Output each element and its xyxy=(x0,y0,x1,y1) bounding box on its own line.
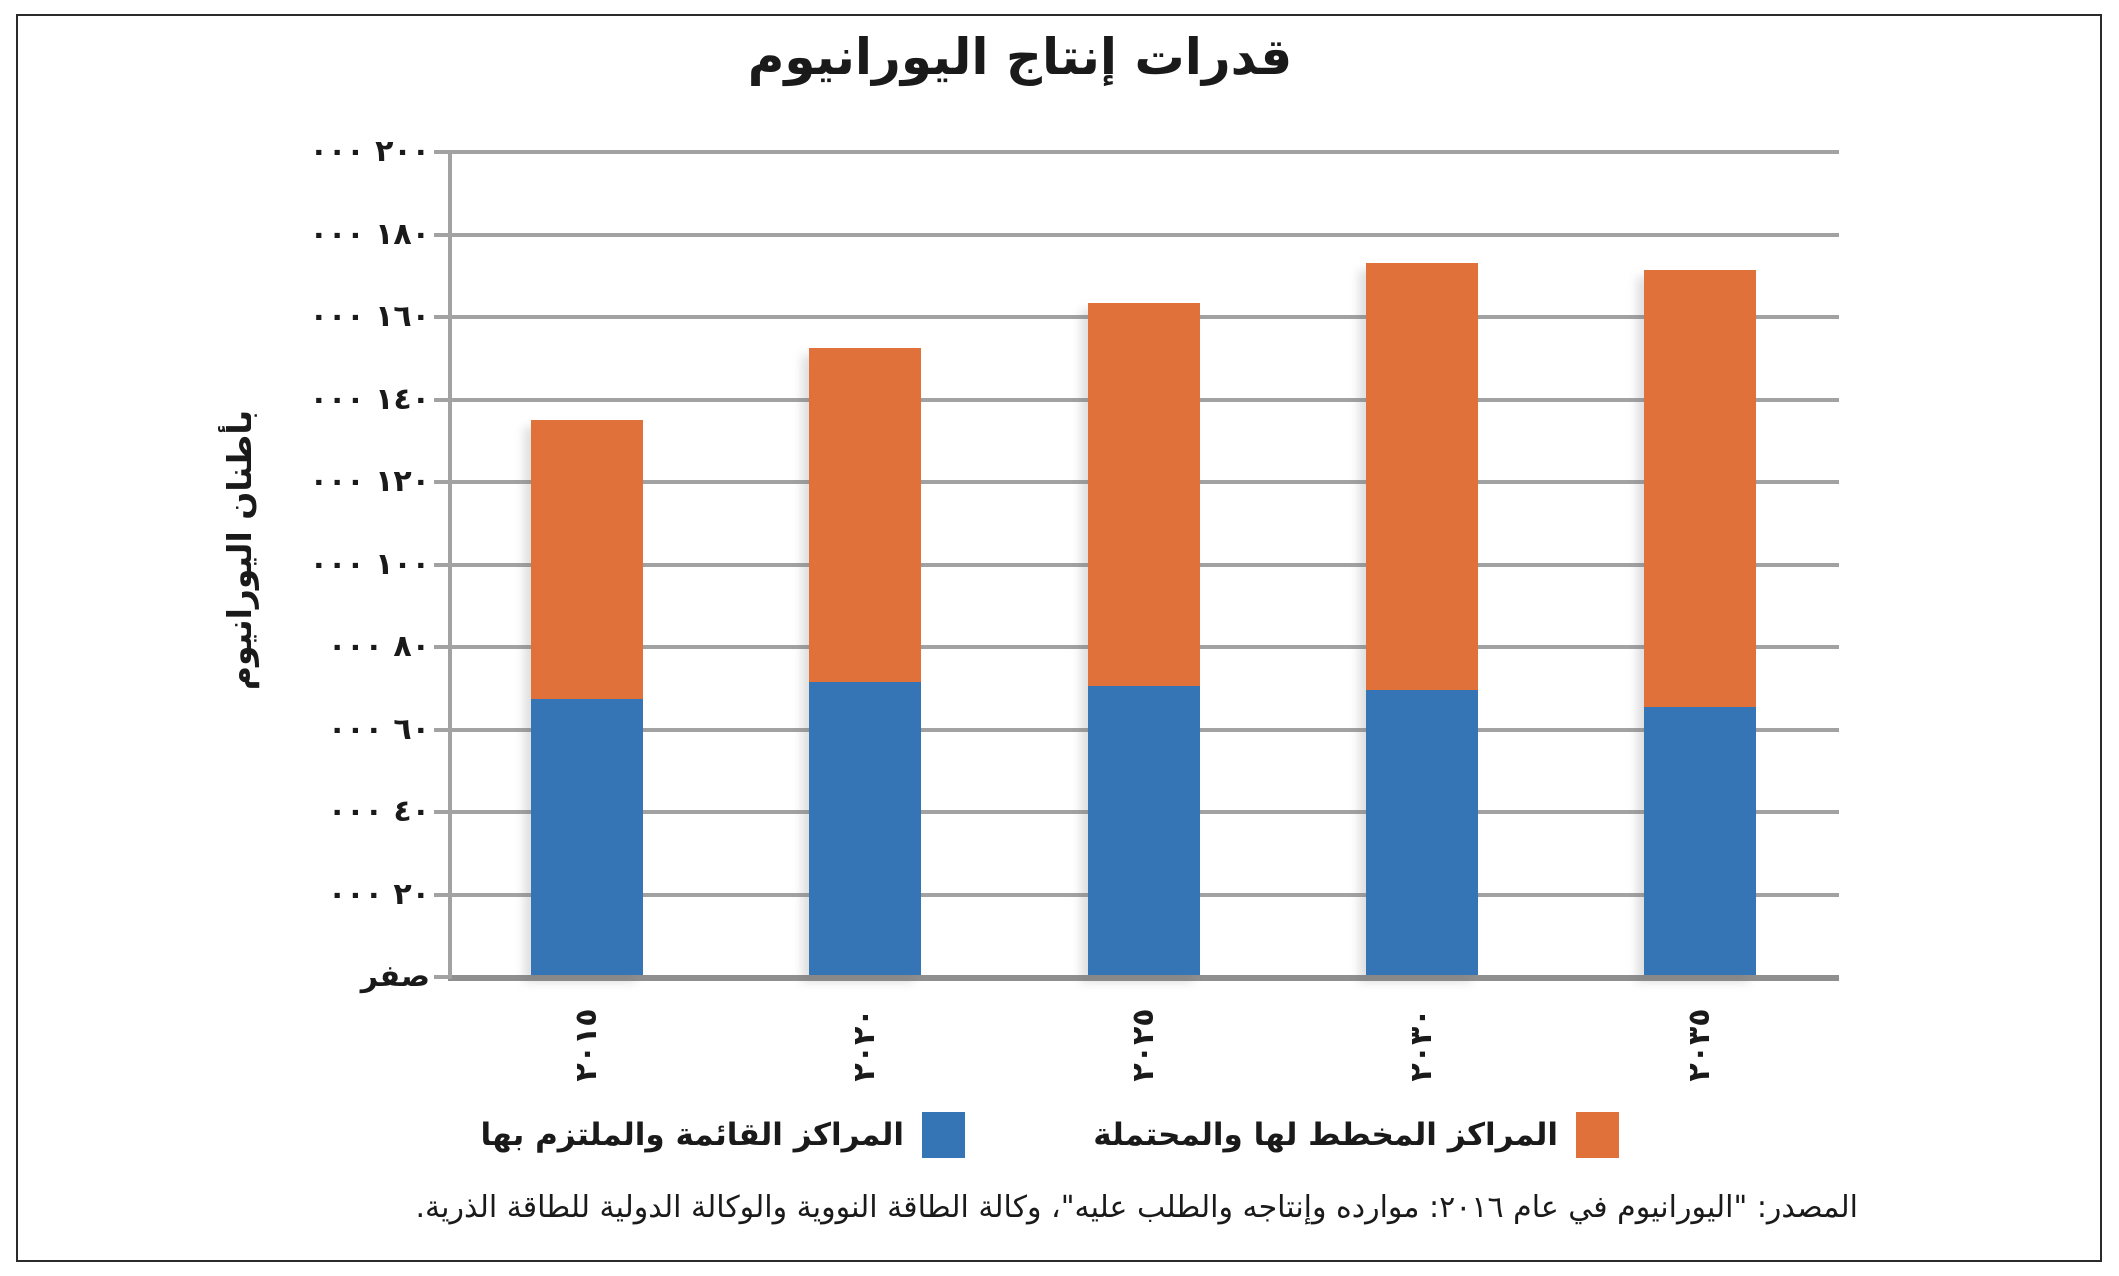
bar-stack xyxy=(1365,263,1478,975)
x-tick-label: ٢٠١٥ xyxy=(569,1008,605,1082)
y-axis-tick xyxy=(434,892,452,897)
y-axis-tick xyxy=(434,150,452,154)
x-tick-label: ٢٠٣٥ xyxy=(1681,1008,1717,1082)
y-axis-line xyxy=(448,152,452,981)
bar-segment-existing xyxy=(1087,686,1200,975)
bar-segment-existing xyxy=(531,698,644,975)
bar-segment-planned xyxy=(531,420,644,699)
legend-label-planned: المراكز المخطط لها والمحتملة xyxy=(1093,1117,1558,1153)
legend-swatch-planned xyxy=(1576,1112,1619,1158)
y-axis-tick xyxy=(434,480,452,484)
gridline xyxy=(452,232,1839,237)
y-tick-label: ١٦٠ ٠٠٠ xyxy=(309,299,430,334)
x-axis-line xyxy=(448,975,1839,981)
y-tick-label: ١٨٠ ٠٠٠ xyxy=(309,216,430,252)
x-tick-label: ٢٠٣٠ xyxy=(1403,1008,1439,1082)
y-tick-label: صفر xyxy=(360,959,430,994)
y-axis-tick xyxy=(434,397,452,402)
bar-stack xyxy=(1087,302,1200,975)
bar-segment-planned xyxy=(809,348,922,683)
bar-segment-planned xyxy=(1643,269,1756,707)
bar-stack xyxy=(531,420,644,975)
y-axis-tick xyxy=(434,562,452,567)
bar-segment-existing xyxy=(809,682,922,975)
y-axis-tick xyxy=(434,727,452,732)
y-tick-label: ١٠٠ ٠٠٠ xyxy=(309,546,430,582)
y-axis-tick xyxy=(434,975,452,979)
bar-stack xyxy=(1643,269,1756,975)
y-tick-label: ٤٠ ٠٠٠ xyxy=(327,794,430,829)
x-tick-label: ٢٠٢٥ xyxy=(1125,1008,1161,1082)
bar-segment-existing xyxy=(1365,690,1478,975)
legend-swatch-existing xyxy=(922,1112,965,1158)
chart-title: قدرات إنتاج اليورانيوم xyxy=(747,28,1293,86)
legend-label-existing: المراكز القائمة والملتزم بها xyxy=(480,1117,904,1153)
y-tick-label: ١٢٠ ٠٠٠ xyxy=(309,464,430,499)
source-note: المصدر: "اليورانيوم في عام ٢٠١٦: موارده … xyxy=(415,1190,1859,1225)
chart-frame-border xyxy=(16,14,2102,1262)
y-axis-tick xyxy=(434,232,452,237)
y-axis-tick xyxy=(434,645,452,649)
legend-item-planned: المراكز المخطط لها والمحتملة xyxy=(1093,1112,1619,1158)
plot-area xyxy=(434,150,1839,981)
y-axis-tick xyxy=(434,810,452,814)
bar-segment-existing xyxy=(1643,706,1756,975)
y-tick-label: ٨٠ ٠٠٠ xyxy=(327,629,430,664)
y-tick-label: ٦٠ ٠٠٠ xyxy=(327,711,430,747)
bar-stack xyxy=(809,348,922,975)
y-tick-label: ١٤٠ ٠٠٠ xyxy=(309,381,430,417)
x-tick-label: ٢٠٢٠ xyxy=(847,1008,883,1082)
legend-item-existing: المراكز القائمة والملتزم بها xyxy=(481,1112,965,1158)
y-tick-label: ٢٠ ٠٠٠ xyxy=(327,876,430,912)
gridline xyxy=(452,150,1839,154)
y-tick-label: ٢٠٠ ٠٠٠ xyxy=(309,134,430,169)
bar-segment-planned xyxy=(1087,302,1200,687)
y-axis-tick xyxy=(434,315,452,319)
bar-segment-planned xyxy=(1365,263,1478,691)
